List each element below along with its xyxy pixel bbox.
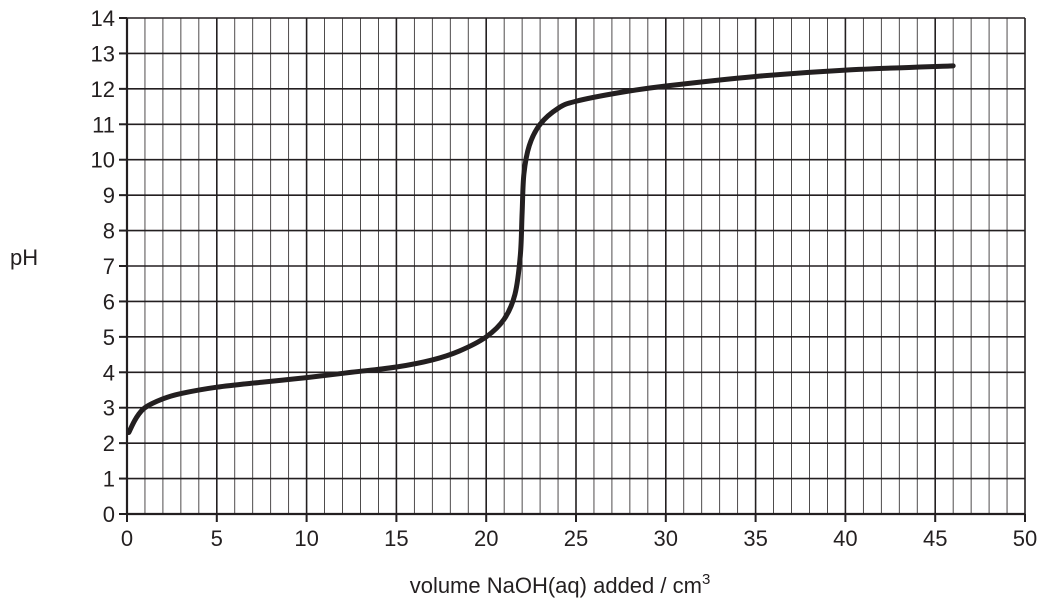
y-tick-label: 1 (103, 467, 115, 492)
x-tick-labels: 0 5 10 15 20 25 30 35 40 45 50 (121, 526, 1037, 551)
y-tick-label: 10 (91, 148, 115, 173)
x-tick-label: 50 (1013, 526, 1037, 551)
x-tick-label: 15 (384, 526, 408, 551)
y-tick-label: 2 (103, 431, 115, 456)
y-tick-label: 11 (92, 112, 115, 137)
x-tick-label: 25 (564, 526, 588, 551)
x-tick-label: 45 (923, 526, 947, 551)
y-tick-label: 0 (103, 502, 115, 527)
x-tick-label: 10 (294, 526, 318, 551)
x-axis-title-text: volume NaOH(aq) added / cm (410, 573, 702, 598)
y-axis-title: pH (10, 245, 38, 270)
x-axis-title: volume NaOH(aq) added / cm3 (410, 571, 711, 598)
y-tick-label: 9 (103, 183, 115, 208)
x-axis-title-superscript: 3 (702, 571, 710, 588)
x-tick-label: 35 (743, 526, 767, 551)
x-tick-label: 20 (474, 526, 498, 551)
y-tick-label: 6 (103, 289, 115, 314)
y-tick-label: 5 (103, 325, 115, 350)
y-tick-label: 4 (103, 360, 115, 385)
x-tick-label: 30 (654, 526, 678, 551)
y-tick-label: 14 (91, 6, 115, 31)
x-tick-label: 0 (121, 526, 133, 551)
ph-curve-line (126, 63, 956, 436)
x-tick-label: 40 (833, 526, 857, 551)
tick-marks (119, 17, 1026, 522)
y-tick-label: 3 (103, 396, 115, 421)
y-tick-label: 13 (91, 41, 115, 66)
y-tick-label: 7 (103, 254, 115, 279)
y-tick-label: 12 (91, 77, 115, 102)
x-tick-label: 5 (211, 526, 223, 551)
major-gridlines (126, 17, 1026, 515)
y-tick-label: 8 (103, 219, 115, 244)
